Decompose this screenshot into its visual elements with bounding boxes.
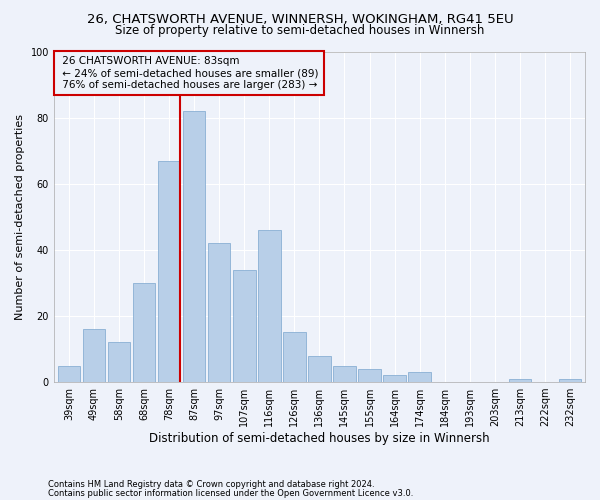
Bar (258, 230, 281, 382)
Text: Size of property relative to semi-detached houses in Winnersh: Size of property relative to semi-detach… (115, 24, 485, 37)
Bar (559, 379, 581, 382)
Text: Contains public sector information licensed under the Open Government Licence v3: Contains public sector information licen… (48, 489, 413, 498)
Text: 26, CHATSWORTH AVENUE, WINNERSH, WOKINGHAM, RG41 5EU: 26, CHATSWORTH AVENUE, WINNERSH, WOKINGH… (86, 12, 514, 26)
Bar (233, 270, 256, 382)
Bar (107, 342, 130, 382)
Bar (333, 366, 356, 382)
Bar (158, 160, 181, 382)
Bar (509, 379, 531, 382)
Text: Contains HM Land Registry data © Crown copyright and database right 2024.: Contains HM Land Registry data © Crown c… (48, 480, 374, 489)
Bar (383, 376, 406, 382)
Bar (58, 366, 80, 382)
Bar (308, 356, 331, 382)
Y-axis label: Number of semi-detached properties: Number of semi-detached properties (15, 114, 25, 320)
Bar (358, 369, 381, 382)
Bar (133, 283, 155, 382)
Bar (208, 243, 230, 382)
Bar (283, 332, 305, 382)
X-axis label: Distribution of semi-detached houses by size in Winnersh: Distribution of semi-detached houses by … (149, 432, 490, 445)
Text: 26 CHATSWORTH AVENUE: 83sqm
 ← 24% of semi-detached houses are smaller (89)
 76%: 26 CHATSWORTH AVENUE: 83sqm ← 24% of sem… (59, 56, 319, 90)
Bar (183, 111, 205, 382)
Bar (409, 372, 431, 382)
Bar (83, 329, 105, 382)
